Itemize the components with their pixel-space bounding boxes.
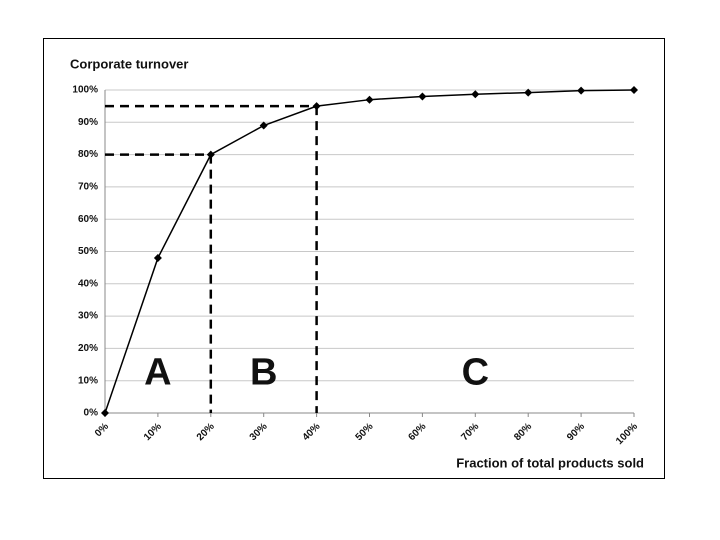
y-tick-label: 20% [78,343,98,354]
y-tick-label: 90% [78,117,98,128]
data-point [206,150,215,159]
y-tick-label: 10% [78,375,98,386]
y-tick-label: 50% [78,246,98,257]
data-point [101,409,109,417]
y-tick-label: 0% [84,408,99,419]
data-point [577,86,586,95]
region-label: B [250,351,277,393]
y-tick-label: 60% [78,214,98,225]
data-point [418,92,427,101]
y-tick-label: 80% [78,149,98,160]
data-point [153,253,162,262]
chart-frame [43,38,665,479]
y-tick-label: 70% [78,182,98,193]
data-point [524,88,533,97]
y-tick-label: 100% [72,85,98,96]
data-point [259,121,268,130]
data-point [630,86,638,94]
data-point [365,95,374,104]
y-axis-title: Corporate turnover [70,56,188,71]
data-point [312,102,321,111]
region-label: C [462,351,489,393]
data-point [471,90,480,99]
y-tick-label: 30% [78,311,98,322]
region-label: A [144,351,171,393]
x-axis-title: Fraction of total products sold [456,455,644,470]
y-tick-label: 40% [78,278,98,289]
